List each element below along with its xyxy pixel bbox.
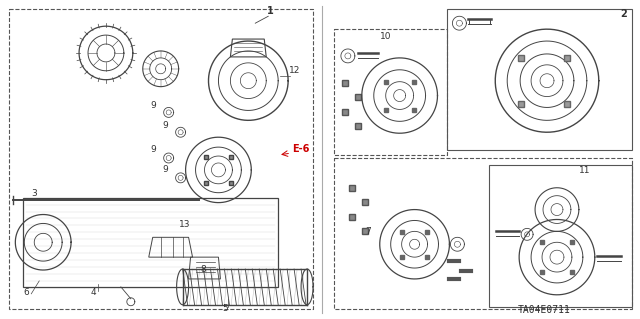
Text: 11: 11 [579, 166, 590, 175]
Text: 5: 5 [223, 304, 228, 313]
Text: E-6: E-6 [292, 144, 310, 154]
Text: TA04E0711: TA04E0711 [518, 305, 570, 315]
Text: 13: 13 [179, 220, 190, 229]
Text: 2: 2 [621, 9, 627, 19]
Text: 1: 1 [267, 6, 273, 16]
Text: 9: 9 [151, 101, 157, 110]
Text: 9: 9 [151, 145, 157, 154]
Text: 9: 9 [163, 121, 168, 130]
Text: 8: 8 [200, 265, 206, 274]
Text: 4: 4 [91, 288, 97, 297]
Text: 10: 10 [380, 32, 391, 41]
Text: 12: 12 [289, 66, 301, 75]
Text: 9: 9 [163, 165, 168, 174]
Text: 3: 3 [31, 189, 37, 198]
Text: 7: 7 [365, 227, 371, 236]
Text: 6: 6 [23, 288, 29, 297]
